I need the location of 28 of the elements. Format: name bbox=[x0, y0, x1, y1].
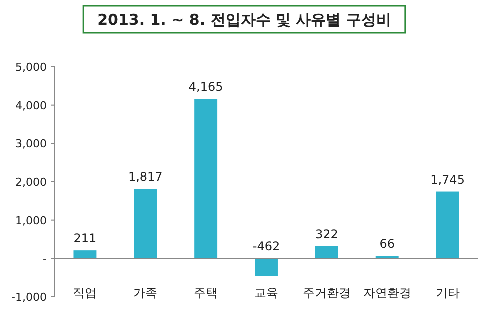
y-tick-label: 2,000 bbox=[16, 176, 47, 189]
bar bbox=[134, 189, 158, 259]
y-tick-label: - bbox=[43, 252, 48, 266]
y-tick-label: -1,000 bbox=[12, 291, 47, 304]
bar bbox=[255, 258, 278, 276]
data-label: 4,165 bbox=[188, 80, 224, 94]
data-label: 211 bbox=[74, 232, 97, 246]
x-tick-label: 주택 bbox=[194, 286, 218, 300]
y-tick-label: 5,000 bbox=[16, 61, 47, 74]
bar bbox=[315, 246, 338, 259]
x-tick-label: 직업 bbox=[73, 286, 98, 300]
data-label: 66 bbox=[380, 237, 395, 252]
x-tick-label: 자연환경 bbox=[363, 286, 412, 300]
x-tick-label: 기타 bbox=[436, 286, 460, 300]
data-label: 1,817 bbox=[128, 170, 163, 184]
y-tick-label: 4,000 bbox=[16, 99, 47, 112]
y-tick-label: 1,000 bbox=[16, 214, 47, 228]
x-tick-label: 주거환경 bbox=[302, 286, 351, 300]
chart-title: 2013. 1. ~ 8. 전입자수 및 사유별 구성비 bbox=[98, 11, 392, 29]
bar bbox=[194, 99, 218, 259]
x-tick-label: 교육 bbox=[254, 286, 278, 300]
bar bbox=[74, 250, 97, 259]
bar bbox=[436, 192, 460, 259]
data-label: -462 bbox=[252, 240, 280, 254]
data-label: 1,745 bbox=[430, 172, 465, 187]
x-tick-label: 가족 bbox=[134, 286, 158, 300]
data-label: 322 bbox=[315, 227, 338, 242]
y-tick-label: 3,000 bbox=[16, 138, 47, 151]
